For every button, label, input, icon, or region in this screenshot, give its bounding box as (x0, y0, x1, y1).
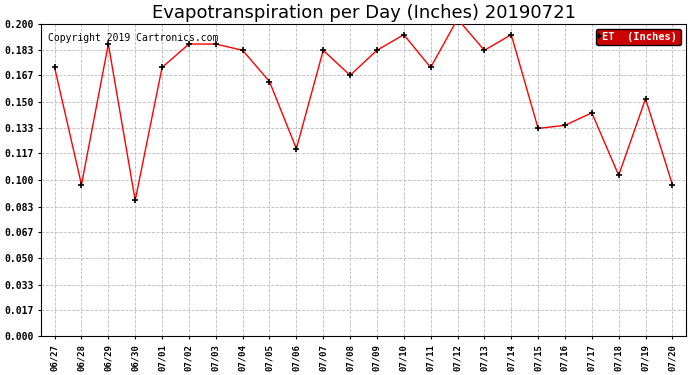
ET  (Inches) (266, 79, 274, 84)
Title: Evapotranspiration per Day (Inches) 20190721: Evapotranspiration per Day (Inches) 2019… (152, 4, 575, 22)
ET  (Inches) (319, 48, 327, 52)
ET  (Inches) (346, 73, 354, 78)
ET  (Inches) (480, 48, 489, 52)
ET  (Inches) (642, 96, 650, 101)
ET  (Inches) (373, 48, 381, 52)
Line: ET  (Inches): ET (Inches) (51, 15, 676, 204)
ET  (Inches) (668, 183, 676, 187)
ET  (Inches) (400, 32, 408, 37)
ET  (Inches) (104, 42, 112, 46)
Legend: ET  (Inches): ET (Inches) (596, 29, 680, 45)
ET  (Inches) (426, 65, 435, 70)
ET  (Inches) (239, 48, 247, 52)
ET  (Inches) (507, 32, 515, 37)
Text: Copyright 2019 Cartronics.com: Copyright 2019 Cartronics.com (48, 33, 218, 43)
ET  (Inches) (131, 198, 139, 202)
ET  (Inches) (453, 17, 462, 21)
ET  (Inches) (534, 126, 542, 131)
ET  (Inches) (77, 183, 86, 187)
ET  (Inches) (615, 173, 623, 178)
ET  (Inches) (158, 65, 166, 70)
ET  (Inches) (50, 65, 59, 70)
ET  (Inches) (293, 147, 301, 151)
ET  (Inches) (588, 111, 596, 115)
ET  (Inches) (212, 42, 220, 46)
ET  (Inches) (185, 42, 193, 46)
ET  (Inches) (561, 123, 569, 128)
